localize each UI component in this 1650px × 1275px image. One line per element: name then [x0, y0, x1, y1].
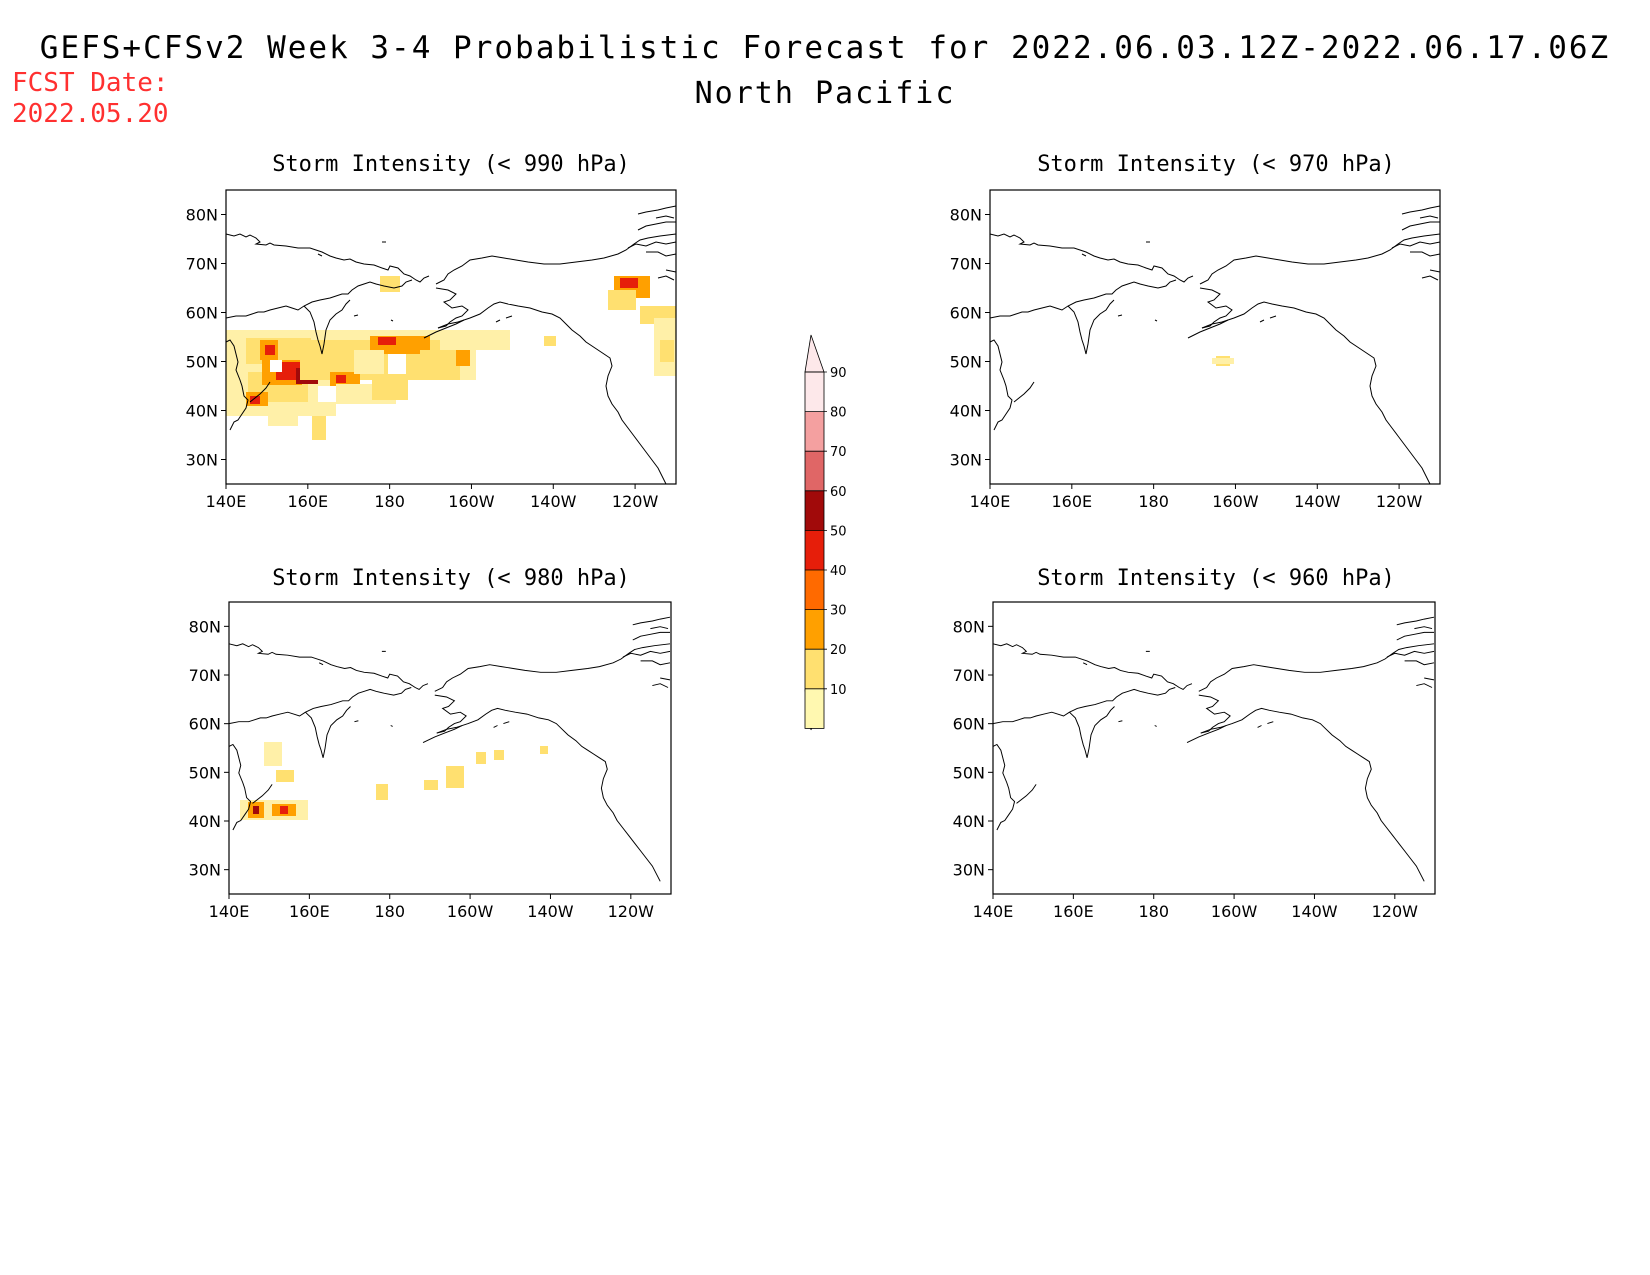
lon-tick-label: 120W	[1376, 492, 1423, 511]
lon-tick-label: 160W	[448, 492, 495, 511]
lon-tick-label: 140W	[530, 492, 577, 511]
lat-tick-label: 40N	[950, 402, 982, 421]
lon-tick-label: 120W	[612, 492, 659, 511]
lat-tick-label: 60N	[950, 304, 982, 323]
lon-tick-label: 140W	[527, 902, 574, 921]
colorbar-label: 40	[830, 564, 847, 579]
lon-tick-label: 180	[1138, 492, 1169, 511]
colorbar-label: 70	[830, 445, 847, 460]
panel-title-970: Storm Intensity (< 970 hPa)	[1037, 152, 1395, 177]
lat-tick-label: 30N	[953, 861, 985, 880]
lat-tick-label: 50N	[953, 763, 985, 782]
colorbar-segment	[805, 609, 824, 650]
plot-frame-980	[228, 601, 672, 895]
lat-tick-label: 80N	[189, 617, 221, 636]
lat-tick-label: 60N	[189, 715, 221, 734]
colorbar-segment	[805, 411, 824, 452]
colorbar-segment	[805, 649, 824, 689]
lat-tick-label: 80N	[953, 617, 985, 636]
lon-tick-label: 140E	[209, 902, 250, 921]
colorbar-top-cap	[804, 334, 825, 373]
region-subtitle: North Pacific	[694, 76, 956, 111]
forecast-date-label: FCST Date:	[12, 68, 169, 98]
panel-title-980: Storm Intensity (< 980 hPa)	[272, 566, 630, 591]
colorbar-label: 60	[830, 485, 847, 500]
lon-tick-label: 160E	[289, 902, 330, 921]
lat-tick-label: 50N	[186, 353, 218, 372]
lon-tick-label: 140E	[206, 492, 247, 511]
colorbar-label: 50	[830, 524, 847, 539]
probability-shading-990	[226, 276, 676, 440]
panel-990hpa: Storm Intensity (< 990 hPa)	[186, 152, 677, 511]
forecast-date-block: FCST Date: 2022.05.20	[12, 68, 169, 130]
probability-colorbar: 90 80 70 60 50 40 30 20 10	[804, 334, 847, 731]
lat-tick-label: 40N	[189, 812, 221, 831]
lon-tick-label: 160W	[1212, 492, 1259, 511]
colorbar-segment	[805, 530, 824, 570]
probability-shading-980	[240, 742, 548, 820]
lat-tick-label: 70N	[189, 666, 221, 685]
lat-tick-label: 70N	[950, 255, 982, 274]
lon-tick-label: 180	[374, 902, 405, 921]
lat-tick-label: 30N	[186, 451, 218, 470]
lon-tick-label: 120W	[1372, 902, 1419, 921]
plot-frame-990	[225, 189, 677, 485]
lat-tick-label: 30N	[950, 451, 982, 470]
lat-tick-label: 40N	[953, 812, 985, 831]
lat-tick-label: 60N	[953, 715, 985, 734]
colorbar-segment	[805, 688, 824, 729]
lat-tick-label: 40N	[186, 402, 218, 421]
lat-tick-label: 70N	[186, 255, 218, 274]
panel-960hpa: Storm Intensity (< 960 hPa) 140E 160E 180 1…	[953, 566, 1436, 921]
lat-tick-label: 70N	[953, 666, 985, 685]
forecast-date-value: 2022.05.20	[12, 99, 169, 129]
lat-tick-label: 80N	[950, 206, 982, 225]
panel-title-960: Storm Intensity (< 960 hPa)	[1037, 566, 1395, 591]
colorbar-segment	[805, 372, 824, 412]
colorbar-label: 20	[830, 643, 847, 658]
colorbar-label: 90	[830, 366, 847, 381]
colorbar-label: 30	[830, 604, 847, 619]
colorbar-label: 80	[830, 406, 847, 421]
lon-tick-label: 120W	[608, 902, 655, 921]
colorbar-outline	[804, 371, 825, 729]
probability-shading-970	[1212, 356, 1234, 366]
lon-tick-label: 160E	[1051, 492, 1092, 511]
lat-tick-label: 50N	[189, 763, 221, 782]
lon-tick-label: 140W	[1291, 902, 1338, 921]
lon-tick-label: 160E	[1053, 902, 1094, 921]
colorbar-segment	[805, 490, 824, 531]
panel-970hpa: Storm Intensity (< 970 hPa) 140E 160E 180 1…	[950, 152, 1441, 511]
plot-frame-960	[992, 601, 1436, 895]
lon-tick-label: 160W	[447, 902, 494, 921]
lat-tick-label: 30N	[189, 861, 221, 880]
main-title: GEFS+CFSv2 Week 3-4 Probabilistic Foreca…	[39, 30, 1611, 66]
lat-tick-label: 60N	[186, 304, 218, 323]
panel-980hpa: Storm Intensity (< 980 hPa) 140E 160E 180 1…	[189, 566, 672, 921]
colorbar-label: 10	[830, 683, 847, 698]
lon-tick-label: 160E	[287, 492, 328, 511]
lat-tick-label: 80N	[186, 206, 218, 225]
plot-frame-970	[989, 189, 1441, 485]
lon-tick-label: 140E	[973, 902, 1014, 921]
lon-tick-label: 140E	[970, 492, 1011, 511]
panel-title-990: Storm Intensity (< 990 hPa)	[272, 152, 630, 177]
lon-tick-label: 160W	[1211, 902, 1258, 921]
lon-tick-label: 140W	[1294, 492, 1341, 511]
lon-tick-label: 180	[1138, 902, 1169, 921]
colorbar-segment	[805, 570, 824, 610]
colorbar-segment	[805, 451, 824, 491]
lon-tick-label: 180	[374, 492, 405, 511]
lat-tick-label: 50N	[950, 353, 982, 372]
